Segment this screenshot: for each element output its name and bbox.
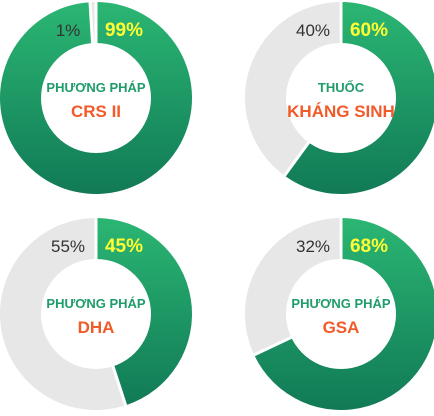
donut-hole bbox=[41, 43, 151, 153]
chart-title: DHA bbox=[78, 318, 115, 337]
value-label: 99% bbox=[105, 20, 143, 41]
chart-title: GSA bbox=[323, 318, 360, 337]
chart-subtitle: PHƯƠNG PHÁP bbox=[291, 296, 390, 311]
value-label: 60% bbox=[350, 20, 388, 41]
donut-hole bbox=[286, 43, 396, 153]
slice-separator-2 bbox=[88, 0, 95, 46]
remainder-label: 40% bbox=[296, 21, 330, 40]
donut-chart-3: 45% 55% PHƯƠNG PHÁP DHA bbox=[0, 216, 192, 410]
chart-subtitle: PHƯƠNG PHÁP bbox=[46, 296, 145, 311]
donut-chart-4: 68% 32% PHƯƠNG PHÁP GSA bbox=[245, 216, 434, 410]
value-label: 68% bbox=[350, 236, 388, 257]
value-label: 45% bbox=[105, 236, 143, 257]
chart-subtitle: PHƯƠNG PHÁP bbox=[46, 80, 145, 95]
chart-title: CRS II bbox=[71, 102, 121, 121]
slice-separator-2 bbox=[282, 139, 312, 179]
donut-chart-2: 60% 40% THUỐC KHÁNG SINH bbox=[245, 0, 434, 194]
donut-hole bbox=[41, 259, 151, 369]
slice-separator-2 bbox=[251, 335, 294, 358]
donut-hole bbox=[286, 259, 396, 369]
remainder-label: 55% bbox=[51, 237, 85, 256]
chart-title: KHÁNG SINH bbox=[287, 102, 395, 121]
chart-subtitle: THUỐC bbox=[318, 80, 365, 95]
remainder-label: 1% bbox=[56, 21, 81, 40]
donut-chart-1: 99% 1% PHƯƠNG PHÁP CRS II bbox=[0, 0, 193, 194]
remainder-label: 32% bbox=[296, 237, 330, 256]
slice-separator-2 bbox=[110, 363, 128, 408]
